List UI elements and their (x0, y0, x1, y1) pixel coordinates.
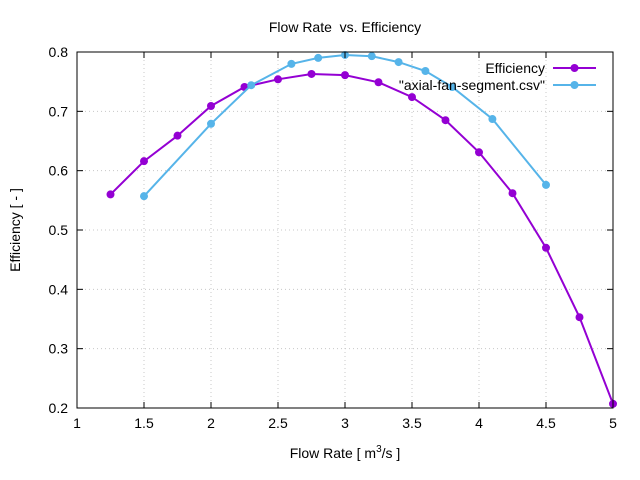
legend-swatch-marker (570, 81, 579, 89)
data-point (140, 192, 148, 201)
data-point (448, 83, 457, 92)
y-tick-label: 0.5 (49, 222, 69, 238)
data-point (488, 115, 497, 124)
series-1 (106, 69, 617, 408)
y-tick-label: 0.6 (49, 163, 69, 179)
plot-series (106, 50, 617, 408)
legend: Efficiency"axial-fan-segment.csv" (399, 60, 596, 93)
legend-swatch-marker (570, 64, 579, 72)
data-point (542, 243, 550, 252)
legend-label: Efficiency (485, 60, 545, 76)
x-tick-label: 2.5 (268, 415, 288, 431)
data-point (287, 59, 296, 68)
x-tick-labels: 1 1.5 2 2.5 3 3.5 4 4.5 5 (73, 415, 617, 431)
legend-label: "axial-fan-segment.csv" (399, 77, 545, 93)
x-tick-label: 1.5 (134, 415, 154, 431)
data-point (508, 189, 517, 198)
data-point (421, 66, 430, 75)
y-axis-title: Efficiency [ - ] (7, 188, 23, 272)
series-line (109, 72, 614, 405)
x-tick-label: 3.5 (402, 415, 422, 431)
series-line (143, 53, 547, 197)
x-tick-label: 2 (207, 415, 215, 431)
grid (77, 52, 613, 408)
data-point (542, 180, 550, 189)
data-point (247, 81, 256, 90)
data-point (274, 75, 282, 84)
legend-item: Efficiency (485, 60, 596, 76)
x-tick-label: 1 (73, 415, 81, 431)
data-point (207, 119, 215, 128)
y-tick-label: 0.8 (49, 44, 69, 60)
data-point (314, 53, 323, 62)
data-point (341, 71, 349, 80)
legend-item: "axial-fan-segment.csv" (399, 77, 596, 93)
y-tick-label: 0.7 (49, 103, 69, 119)
x-tick-label: 4.5 (536, 415, 556, 431)
y-tick-label: 0.2 (49, 400, 69, 416)
x-tick-label: 5 (609, 415, 617, 431)
data-point (408, 93, 416, 102)
x-tick-label: 4 (475, 415, 483, 431)
data-point (374, 78, 383, 87)
data-point (307, 69, 316, 78)
data-point (367, 52, 376, 61)
data-point (207, 101, 215, 110)
y-tick-labels: 0.2 0.3 0.4 0.5 0.6 0.7 0.8 (49, 44, 69, 416)
x-axis-title: Flow Rate [ m3/s ] (290, 444, 401, 461)
data-point (106, 190, 115, 199)
data-point (394, 58, 403, 67)
data-point (441, 116, 450, 125)
x-axis-title-unit: /s ] (382, 445, 401, 461)
data-point (575, 313, 584, 322)
data-point (140, 157, 148, 166)
y-tick-label: 0.4 (49, 281, 69, 297)
y-tick-label: 0.3 (49, 341, 69, 357)
x-tick-label: 3 (341, 415, 349, 431)
axis-ticks (76, 51, 614, 409)
data-point (475, 148, 483, 157)
x-axis-title-main: Flow Rate [ m (290, 445, 376, 461)
chart-title: Flow Rate vs. Efficiency (269, 19, 421, 35)
x-axis-title-superscript: 3 (376, 444, 382, 455)
series-2 (140, 50, 550, 201)
data-point (173, 131, 182, 140)
